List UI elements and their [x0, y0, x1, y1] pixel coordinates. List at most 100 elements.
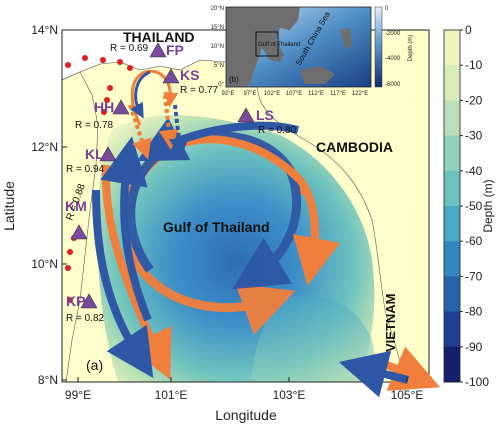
x-tick-101: 101°E [155, 388, 188, 402]
inset-x-tick-4: 112°E [308, 91, 324, 97]
inset-x-tick-1: 97°E [243, 91, 256, 97]
station-fp-marker [149, 42, 167, 58]
inset-y-tick-1: 15°N [211, 25, 224, 31]
inset-frame [225, 6, 372, 88]
colorbar-cells [444, 30, 460, 383]
colorbar: 0 -10 -20 -30 -40 -50 -60 -70 -80 -90 -100 Depth (… [443, 23, 495, 389]
y-axis-label: Latitude [1, 181, 17, 231]
colorbar-tick-label: -100 [465, 375, 489, 389]
colorbar-tick-label: -10 [465, 58, 483, 72]
colorbar-bin [444, 206, 460, 242]
inset-x-tick-2: 102°E [264, 91, 280, 97]
x-tick-103: 103°E [273, 388, 306, 402]
inset-panel: (b) Gulf of Thailand South China Sea 92°… [211, 6, 414, 97]
map-panel: FP KS HH LS KL KM KP R = 0.69 R = 0.77 R… [1, 23, 441, 423]
station-hh-r: R = 0.78 [75, 120, 114, 131]
label-thailand: THAILAND [123, 29, 195, 45]
land-cambodia [249, 30, 429, 382]
blue-loop [126, 131, 301, 290]
colorbar-bin [444, 65, 460, 101]
inset-gulf-label: Gulf of Thailand [258, 42, 300, 48]
station-fp-r: R = 0.69 [110, 43, 149, 54]
y-tick-14: 14°N [31, 23, 58, 37]
inset-cbar-tick-0: 0 [385, 6, 389, 12]
y-tick-10: 10°N [31, 257, 58, 271]
blue-west-up [100, 136, 152, 322]
inset-x-tick-3: 107°E [286, 91, 302, 97]
blue-west-down [92, 189, 154, 379]
coast-dots [65, 55, 133, 303]
inset-y-tick-3: 5°N [214, 63, 224, 69]
colorbar-tick-label: -70 [465, 269, 483, 283]
colorbar-tick-label: -20 [465, 93, 483, 107]
colorbar-bin [444, 346, 460, 383]
x-axis-label: Longitude [215, 407, 277, 423]
colorbar-bin [444, 241, 460, 277]
colorbar-bin [444, 311, 460, 348]
inset-land [226, 7, 300, 87]
station-kp-code: KP [66, 293, 85, 309]
station-labels: FP KS HH LS KL KM KP [65, 42, 274, 309]
blue-inner-loop [129, 70, 151, 119]
current-arrows [92, 69, 441, 398]
inset-y-tick-4: 0° [218, 82, 224, 88]
station-hh-code: HH [94, 99, 114, 115]
station-ks-code: KS [180, 67, 199, 83]
colorbar-tick-label: -60 [465, 234, 483, 248]
colorbar-bin [444, 100, 460, 137]
inset-focus-box [255, 31, 279, 57]
inset-cbar-tick-1: -2000 [385, 31, 401, 37]
inset-x-tick-0: 92°E [221, 91, 234, 97]
inset-y-ticks: 20°N 15°N 10°N 5°N 0° [211, 6, 225, 88]
colorbar-tick-label: -40 [465, 164, 483, 178]
station-ls-r: R = 0.80 [258, 125, 297, 136]
blue-se-arrow [338, 350, 410, 398]
station-ks-marker [162, 68, 180, 84]
orange-dotted-2 [158, 94, 179, 150]
inset-cbar-ticks: 0 -2000 -4000 -6000 [385, 6, 401, 88]
inset-y-tick-0: 20°N [211, 6, 224, 12]
label-cambodia: CAMBODIA [316, 139, 393, 155]
y-tick-12: 12°N [31, 140, 58, 154]
blue-dotted-1 [168, 104, 189, 158]
colorbar-bin [444, 170, 460, 207]
label-gulf: Gulf of Thailand [163, 219, 270, 235]
station-kl-code: KL [85, 146, 104, 162]
station-ks-r: R = 0.77 [180, 85, 219, 96]
colorbar-bin [444, 276, 460, 313]
x-tick-99: 99°E [65, 388, 91, 402]
station-kp-marker [80, 293, 98, 309]
inset-colorbar [374, 6, 383, 88]
inset-islands [300, 28, 352, 84]
colorbar-tick-label: -50 [465, 199, 483, 213]
station-ls-code: LS [256, 107, 274, 123]
inset-y-tick-2: 10°N [211, 44, 224, 50]
inset-x-tick-6: 122°E [352, 91, 368, 97]
colorbar-ticks: 0 -10 -20 -30 -40 -50 -60 -70 -80 -90 -100 [460, 23, 489, 389]
inset-x-tick-5: 117°E [330, 91, 346, 97]
colorbar-title: Depth (m) [481, 179, 495, 232]
station-km-code: KM [65, 198, 87, 214]
station-ls-marker [237, 107, 255, 123]
station-markers [70, 42, 255, 309]
orange-arc-top [168, 135, 341, 286]
inset-panel-label: (b) [229, 75, 239, 84]
station-kp-r: R = 0.82 [66, 313, 105, 324]
station-fp-code: FP [166, 42, 184, 58]
orange-dotted-1 [128, 104, 152, 160]
station-km-marker [70, 224, 88, 240]
station-hh-marker [112, 99, 130, 115]
station-kl-marker [99, 146, 117, 162]
panel-label-a: (a) [86, 357, 103, 373]
colorbar-bin [444, 30, 460, 66]
colorbar-bin [444, 135, 460, 172]
label-vietnam: VIETNAM [383, 294, 398, 353]
colorbar-tick-label: 0 [465, 23, 472, 37]
x-ticks: 99°E 101°E 103°E 105°E [65, 377, 423, 402]
inset-cbar-tick-2: -4000 [385, 56, 401, 62]
colorbar-tick-label: -80 [465, 305, 483, 319]
inset-cbar-title: Depth (m) [408, 35, 414, 62]
inset-x-ticks: 92°E 97°E 102°E 107°E 112°E 117°E 122°E [221, 91, 368, 97]
station-kl-r: R = 0.94 [66, 164, 105, 175]
